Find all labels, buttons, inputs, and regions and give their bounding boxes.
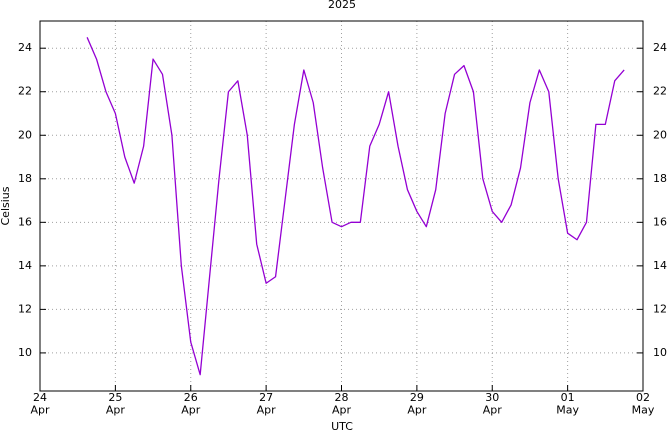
y-tick-label: 14: [18, 259, 32, 272]
x-tick-label: 27 Apr: [257, 391, 277, 417]
y2-tick-label: 22: [653, 85, 667, 98]
y2-tick-label: 16: [653, 215, 667, 228]
y-tick-label: 16: [18, 215, 32, 228]
x-tick-label: 26 Apr: [181, 391, 201, 417]
x-tick-label: 28 Apr: [332, 391, 352, 417]
x-tick-label: 25 Apr: [106, 391, 126, 417]
chart-title: 2025: [328, 0, 356, 11]
y-tick-label: 22: [18, 85, 32, 98]
x-tick-label: 02 May: [632, 391, 655, 417]
data-line: [86, 37, 625, 376]
x-tick-label: 01 May: [556, 391, 579, 417]
y2-tick-label: 12: [653, 302, 667, 315]
y-tick-label: 10: [18, 346, 32, 359]
y-tick-label: 12: [18, 302, 32, 315]
y-axis-label: Celsius: [0, 186, 12, 225]
x-tick-label: 30 Apr: [483, 391, 503, 417]
x-tick-label: 24 Apr: [30, 391, 50, 417]
y2-tick-label: 20: [653, 128, 667, 141]
y-tick-label: 18: [18, 172, 32, 185]
y-tick-label: 20: [18, 128, 32, 141]
y2-tick-label: 14: [653, 259, 667, 272]
y2-tick-label: 24: [653, 41, 667, 54]
plot-border: [39, 20, 644, 392]
y2-tick-label: 18: [653, 172, 667, 185]
x-axis-label: UTC: [331, 420, 353, 432]
x-tick-label: 29 Apr: [407, 391, 427, 417]
y-tick-label: 24: [18, 41, 32, 54]
y2-tick-label: 10: [653, 346, 667, 359]
